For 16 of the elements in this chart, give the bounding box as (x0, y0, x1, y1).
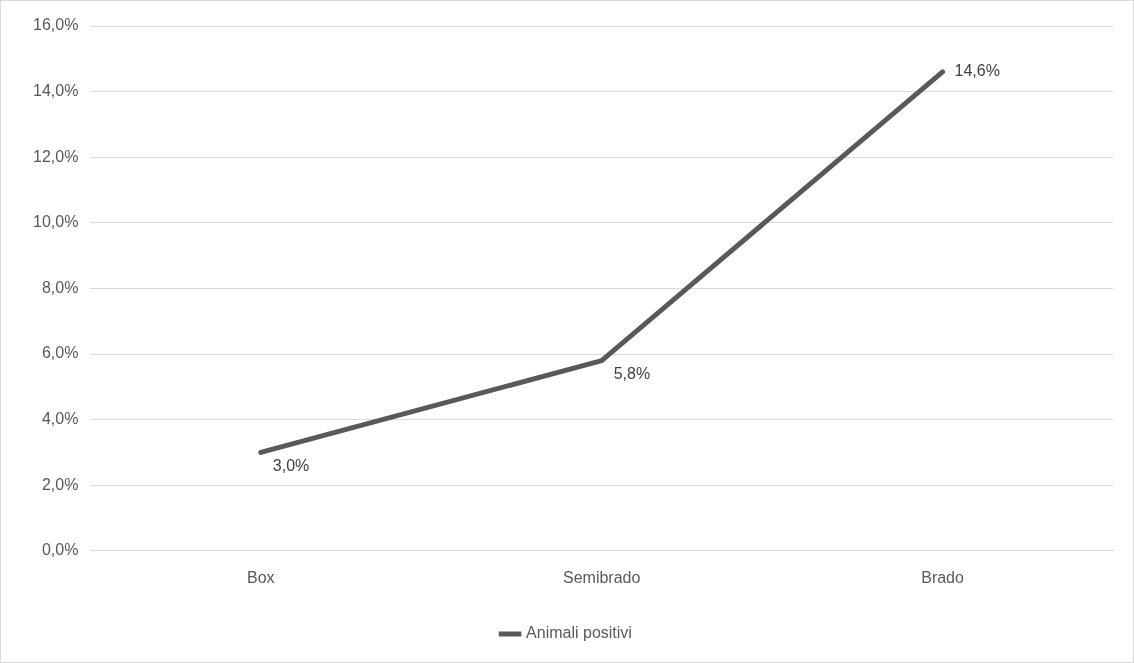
y-tick-label: 8,0% (41, 278, 79, 296)
y-tick-label: 14,0% (32, 82, 79, 100)
y-tick-label: 2,0% (41, 475, 79, 493)
y-tick-label: 6,0% (41, 344, 79, 362)
data-label: 14,6% (954, 62, 1000, 80)
legend-label: Animali positivi (526, 624, 632, 642)
x-tick-label: Semibrado (563, 568, 641, 586)
y-tick-label: 4,0% (41, 410, 79, 428)
x-tick-label: Box (247, 568, 275, 586)
data-label: 5,8% (613, 364, 651, 382)
y-tick-label: 10,0% (32, 213, 79, 231)
y-tick-label: 12,0% (32, 147, 79, 165)
data-label: 3,0% (272, 456, 310, 474)
x-tick-label: Brado (921, 568, 965, 586)
y-tick-label: 16,0% (32, 16, 79, 34)
y-tick-label: 0,0% (41, 541, 79, 559)
